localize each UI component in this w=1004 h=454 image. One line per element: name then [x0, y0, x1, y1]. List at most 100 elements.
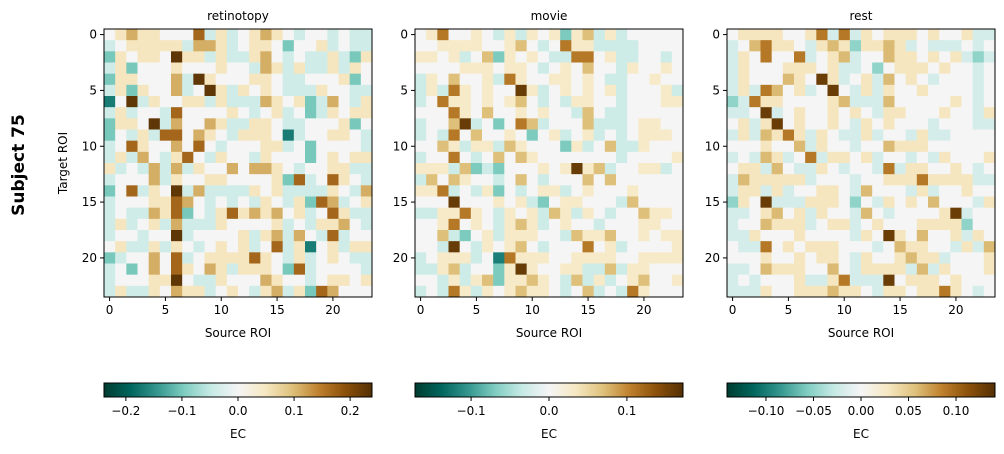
heatmap-cell	[459, 73, 472, 86]
heatmap-cell	[426, 51, 438, 63]
heatmap-cell	[816, 84, 828, 97]
heatmap-cell	[771, 40, 784, 52]
heatmap-cell	[604, 174, 617, 186]
heatmap-cell	[660, 84, 673, 97]
heatmap-cell	[549, 151, 561, 164]
heatmap-cell	[493, 185, 505, 197]
heatmap-cell	[204, 230, 217, 242]
heatmap-cell	[816, 140, 828, 153]
heatmap-cell	[794, 252, 806, 264]
heatmap-cell	[760, 40, 773, 52]
heatmap-cell	[448, 274, 461, 287]
heatmap-cell	[215, 96, 228, 108]
heatmap-cell	[549, 196, 561, 209]
y-tick-label: 15	[705, 195, 720, 209]
heatmap-cell	[794, 285, 806, 298]
heatmap-cell	[560, 29, 572, 41]
heatmap-cell	[616, 196, 628, 209]
heatmap-cell	[749, 174, 761, 186]
x-tick-label: 20	[636, 303, 651, 317]
heatmap-cell	[794, 207, 806, 220]
heatmap-cell	[171, 51, 183, 63]
heatmap-cell	[571, 151, 583, 164]
heatmap-cell	[604, 241, 617, 253]
heatmap-cell	[305, 107, 317, 119]
heatmap-cell	[627, 207, 639, 220]
heatmap-cell	[760, 84, 773, 97]
heatmap-cell	[360, 274, 373, 287]
heatmap-cell	[571, 263, 583, 276]
heatmap-cell	[504, 207, 516, 220]
heatmap-cell	[482, 274, 494, 287]
heatmap-cell	[660, 40, 673, 52]
heatmap-cell	[760, 274, 773, 287]
heatmap-cell	[872, 151, 884, 164]
heatmap-cell	[482, 207, 494, 220]
heatmap-cell	[215, 207, 228, 220]
heatmap-cell	[838, 207, 851, 220]
colorbar-gradient	[726, 382, 996, 398]
y-tick-label: 15	[393, 195, 408, 209]
heatmap-cell	[305, 274, 317, 287]
heatmap-cell	[282, 263, 295, 276]
heatmap-cell	[928, 285, 940, 298]
heatmap-cell	[148, 241, 161, 253]
heatmap-cell	[293, 285, 306, 298]
heatmap-cell	[482, 230, 494, 242]
heatmap-cell	[159, 118, 172, 130]
heatmap-cell	[293, 140, 306, 153]
heatmap-cell	[159, 40, 172, 52]
heatmap-cell	[126, 51, 138, 63]
heatmap-cell	[159, 107, 172, 119]
heatmap-cell	[537, 196, 550, 209]
heatmap-cell	[148, 51, 161, 63]
heatmap-cell	[916, 174, 929, 186]
heatmap-cell	[493, 263, 505, 276]
heatmap-cell	[226, 73, 239, 86]
heatmap-cell	[448, 230, 461, 242]
heatmap-cell	[504, 196, 516, 209]
heatmap-cell	[537, 230, 550, 242]
heatmap-cell	[604, 207, 617, 220]
heatmap-cell	[782, 140, 795, 153]
heatmap-cell	[526, 151, 539, 164]
heatmap-cell	[928, 62, 940, 75]
heatmap-cell	[872, 285, 884, 298]
heatmap-cell	[660, 118, 673, 130]
heatmap-cell	[126, 84, 138, 97]
heatmap-cell	[415, 84, 427, 97]
heatmap-cell	[894, 40, 907, 52]
heatmap-cell	[582, 263, 595, 276]
heatmap-cell	[282, 29, 295, 41]
heatmap-cell	[115, 73, 127, 86]
heatmap-cell	[894, 207, 907, 220]
heatmap-cell	[204, 140, 217, 153]
heatmap-cell	[638, 263, 650, 276]
heatmap-cell	[171, 151, 183, 164]
heatmap-cell	[104, 163, 116, 175]
heatmap-cell	[782, 107, 795, 119]
heatmap-cell	[782, 174, 795, 186]
heatmap-cell	[515, 29, 528, 41]
heatmap-cell	[204, 252, 217, 264]
heatmap-cell	[171, 163, 183, 175]
heatmap-cell	[782, 40, 795, 52]
heatmap-cell	[838, 185, 851, 197]
heatmap-cell	[794, 140, 806, 153]
heatmap-cell	[827, 274, 840, 287]
heatmap-cell	[894, 29, 907, 41]
heatmap-cell	[104, 218, 116, 231]
heatmap-cell	[504, 51, 516, 63]
heatmap-cell	[972, 73, 985, 86]
heatmap-cell	[827, 73, 840, 86]
heatmap-cell	[159, 241, 172, 253]
heatmap-cell	[148, 118, 161, 130]
heatmap-cell	[193, 107, 205, 119]
heatmap-cell	[215, 241, 228, 253]
heatmap-cell	[961, 84, 974, 97]
heatmap-cell	[327, 174, 339, 186]
heatmap-cell	[838, 151, 851, 164]
heatmap-cell	[204, 73, 217, 86]
heatmap-cell	[526, 252, 539, 264]
x-axis-label: Source ROI	[516, 326, 582, 340]
